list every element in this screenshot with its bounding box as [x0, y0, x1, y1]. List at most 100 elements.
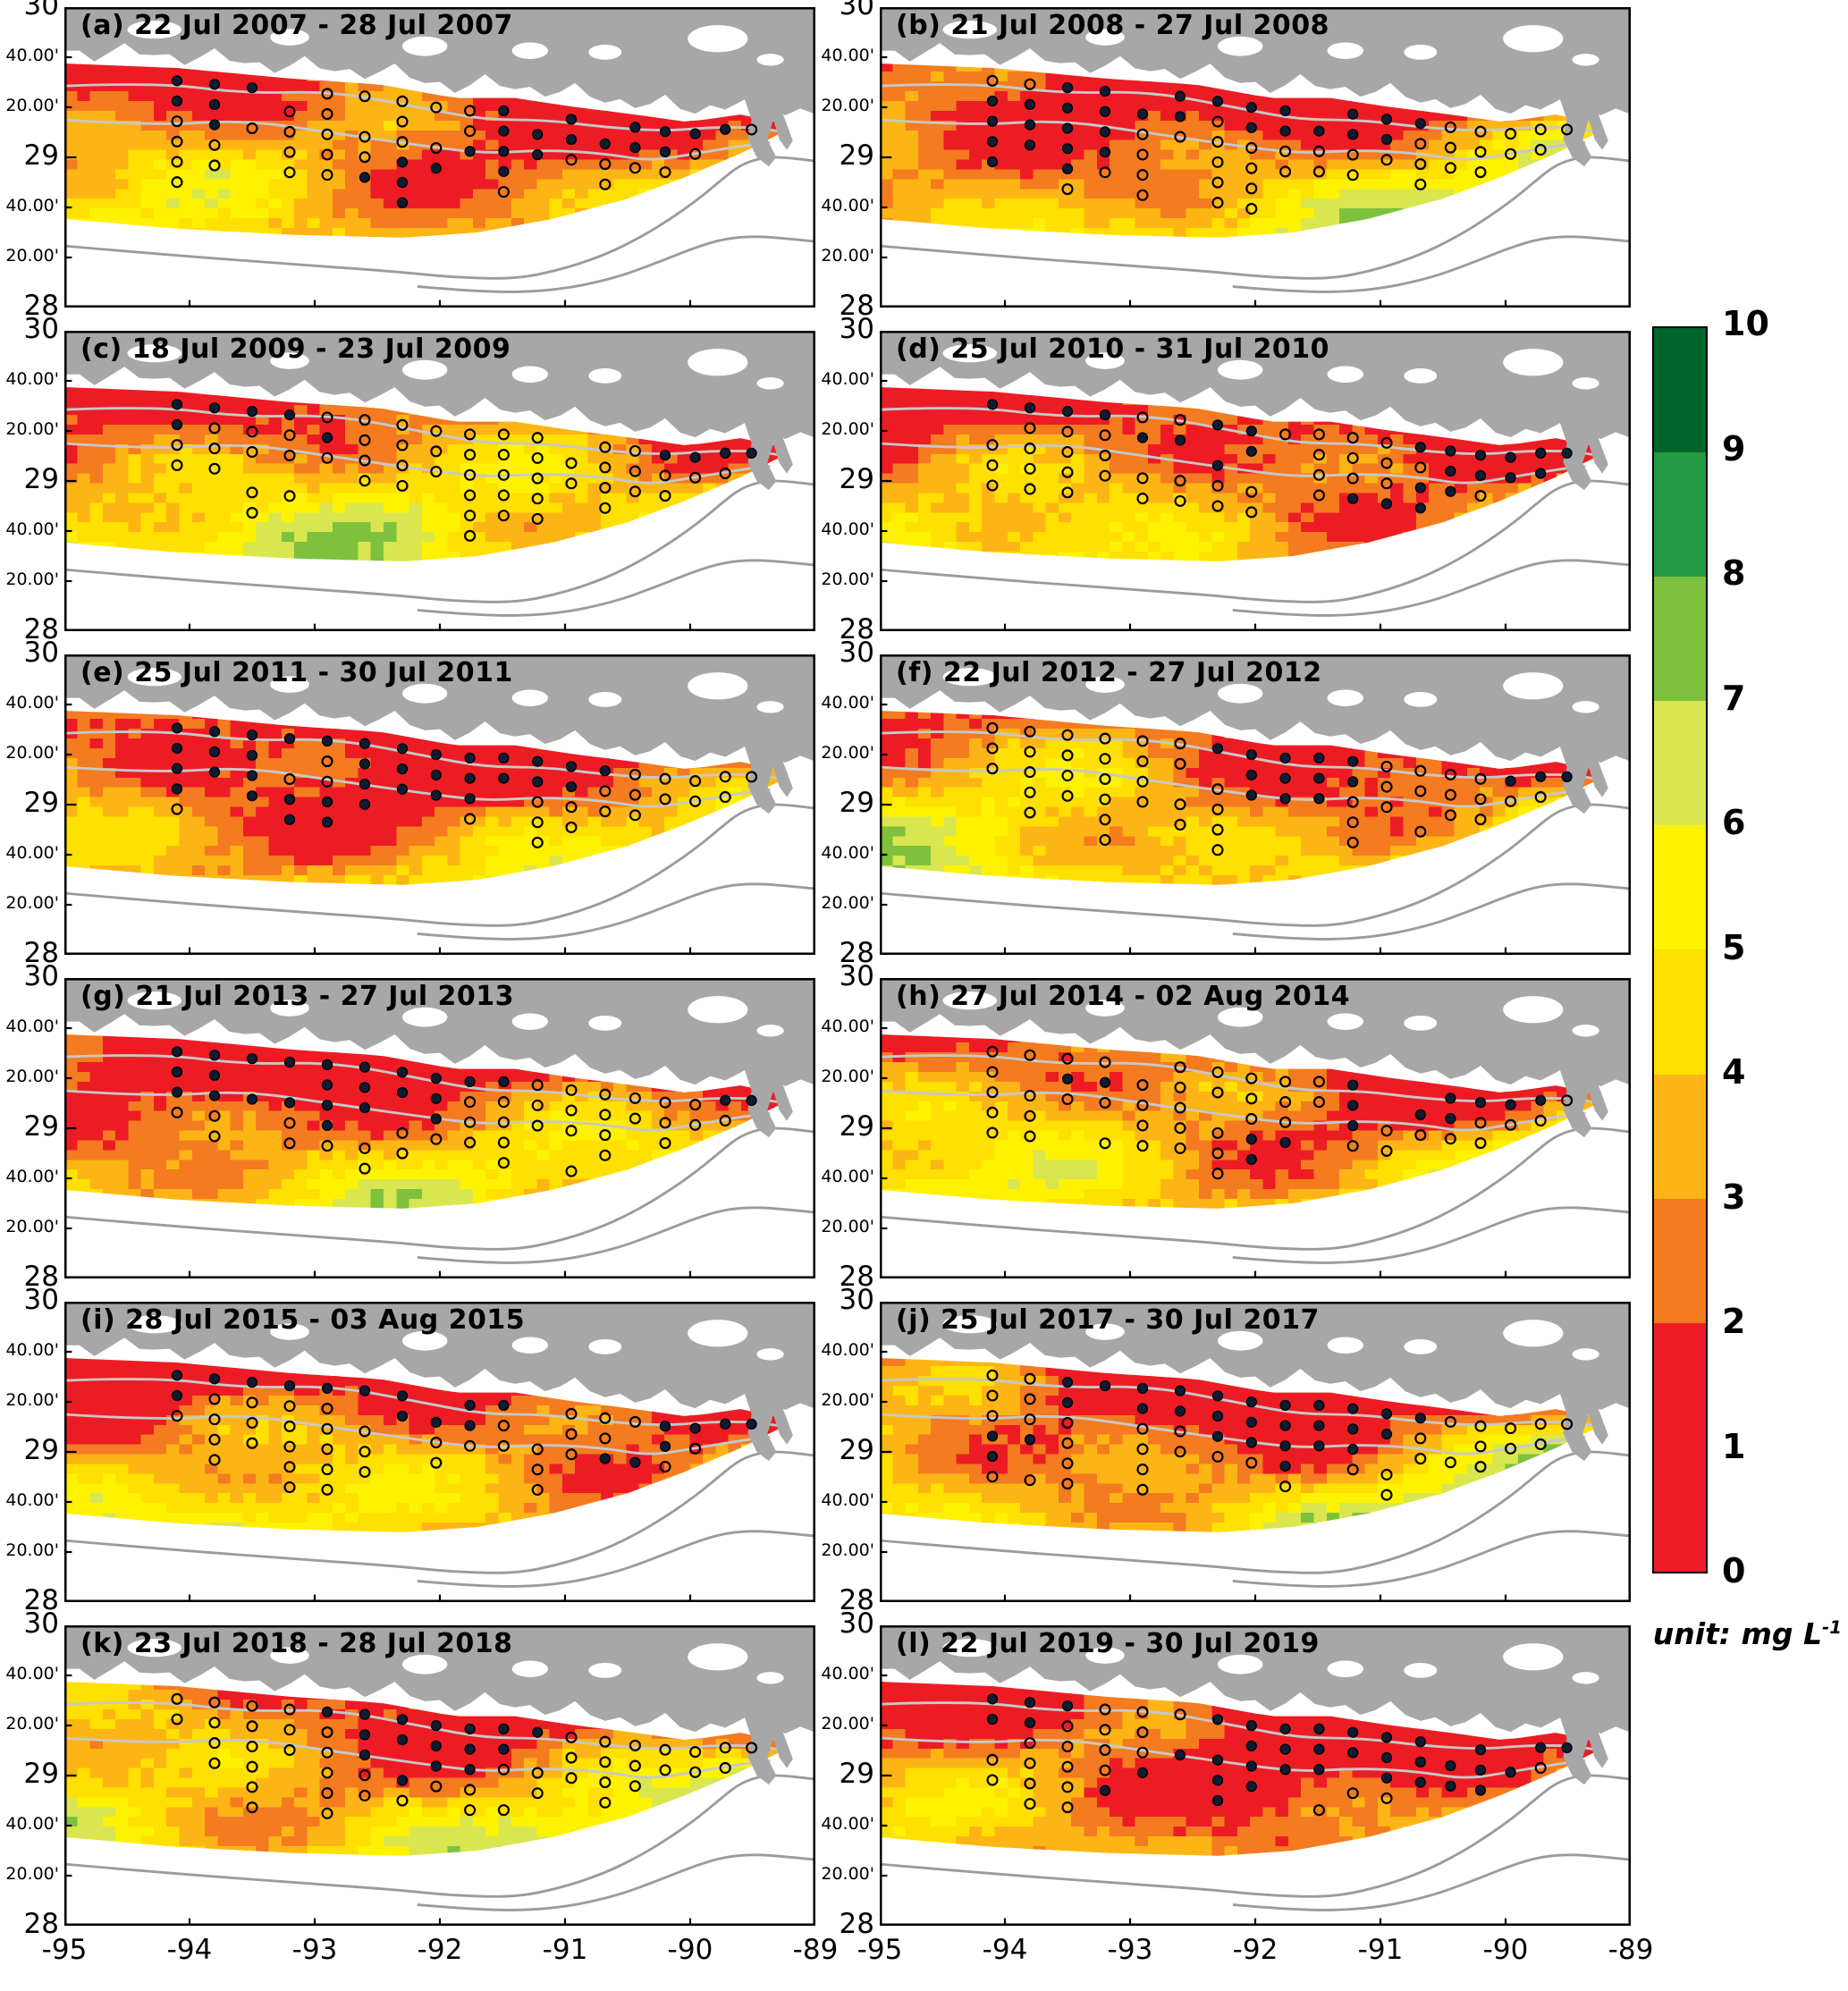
- y-axis-tick-label: 40.00': [5, 369, 59, 389]
- y-axis-tick-label: 20.00': [821, 1390, 874, 1410]
- river-delta: [744, 1704, 793, 1785]
- y-axis-tick-label: 40.00': [821, 843, 874, 863]
- y-axis-tick-label: 28: [23, 1261, 59, 1293]
- y-axis-tick-label: 40.00': [5, 1664, 59, 1683]
- colorbar-segment: [1654, 1322, 1706, 1572]
- map-panel-c: (c) 18 Jul 2009 - 23 Jul 2009: [64, 331, 815, 631]
- river-delta: [1559, 1057, 1608, 1138]
- y-axis-tick-label: 28: [839, 1261, 874, 1293]
- y-axis-tick-label: 28: [839, 937, 874, 969]
- station-markers: [171, 1370, 757, 1496]
- colorbar-tick-label: 6: [1722, 803, 1746, 842]
- y-axis-tick-label: 40.00': [5, 693, 59, 713]
- colorbar-segment: [1654, 949, 1706, 1075]
- river-delta: [744, 86, 793, 167]
- y-axis-tick-label: 28: [23, 290, 59, 322]
- y-axis-tick-label: 40.00': [821, 1664, 874, 1683]
- bathymetry-contours: [64, 83, 815, 293]
- x-axis-tick-label: -93: [291, 1934, 338, 1966]
- map-canvas-j: [880, 1302, 1631, 1602]
- map-panel-h: (h) 27 Jul 2014 - 02 Aug 2014: [880, 978, 1631, 1278]
- river-delta: [1559, 733, 1608, 814]
- river-delta: [1559, 409, 1608, 491]
- station-markers: [171, 399, 757, 542]
- map-panel-e: (e) 25 Jul 2011 - 30 Jul 2011: [64, 654, 815, 955]
- panel-border: [64, 7, 815, 308]
- y-axis-tick-label: 29: [839, 1434, 874, 1466]
- map-canvas-a: [64, 7, 815, 308]
- map-canvas-d: [880, 331, 1631, 631]
- x-axis-tick-label: -94: [982, 1934, 1028, 1966]
- panel-border: [880, 1302, 1631, 1602]
- y-axis-tick-label: 40.00': [5, 1814, 59, 1834]
- y-axis-tick-label: 20.00': [821, 1714, 874, 1734]
- panel-border: [64, 1302, 815, 1602]
- bathymetry-contours: [880, 1701, 1631, 1911]
- colorbar-tick-label: 7: [1722, 679, 1746, 718]
- x-axis-tick-label: -90: [667, 1934, 713, 1966]
- y-axis-tick-label: 28: [839, 1584, 874, 1616]
- y-axis-tick-label: 28: [23, 613, 59, 645]
- y-axis-tick-label: 30: [23, 0, 59, 21]
- map-canvas-i: [64, 1302, 815, 1602]
- y-axis-tick-label: 40.00': [5, 1167, 59, 1186]
- y-axis-tick-label: 20.00': [821, 1540, 874, 1560]
- y-axis-tick-label: 20.00': [5, 1067, 59, 1086]
- y-axis-tick-label: 20.00': [5, 1540, 59, 1560]
- panel-border: [880, 7, 1631, 308]
- y-axis-tick-label: 40.00': [5, 519, 59, 539]
- colorbar-tick-label: 1: [1722, 1427, 1746, 1466]
- map-panel-j: (j) 25 Jul 2017 - 30 Jul 2017: [880, 1302, 1631, 1602]
- y-axis-tick-label: 20.00': [821, 1067, 874, 1086]
- y-axis-tick-label: 29: [23, 1110, 59, 1143]
- y-axis-tick-label: 29: [23, 463, 59, 495]
- station-markers: [986, 74, 1574, 215]
- y-axis-tick-label: 29: [23, 787, 59, 819]
- panel-border: [64, 331, 815, 631]
- y-axis-tick-label: 30: [839, 1284, 874, 1316]
- map-panel-g: (g) 21 Jul 2013 - 27 Jul 2013: [64, 978, 815, 1278]
- panel-title-g: (g) 21 Jul 2013 - 27 Jul 2013: [80, 981, 515, 1012]
- panel-border: [64, 978, 815, 1278]
- panel-title-b: (b) 21 Jul 2008 - 27 Jul 2008: [896, 10, 1330, 41]
- x-axis-tick-label: -90: [1482, 1934, 1529, 1966]
- station-markers: [171, 722, 758, 848]
- land-shape: [64, 7, 815, 169]
- panel-title-h: (h) 27 Jul 2014 - 02 Aug 2014: [896, 981, 1351, 1012]
- colorbar-tick-label: 9: [1722, 429, 1746, 468]
- panel-title-d: (d) 25 Jul 2010 - 31 Jul 2010: [896, 333, 1330, 365]
- y-axis-tick-label: 30: [839, 960, 874, 992]
- bathymetry-contours: [64, 1701, 815, 1911]
- colorbar-tick-label: 5: [1722, 928, 1746, 967]
- y-axis-tick-label: 20.00': [5, 893, 59, 913]
- station-markers: [986, 721, 1573, 856]
- y-axis-tick-label: 40.00': [821, 519, 874, 539]
- river-delta: [744, 1380, 793, 1462]
- panel-title-k: (k) 23 Jul 2018 - 28 Jul 2018: [80, 1628, 513, 1659]
- bathymetry-contours: [64, 1378, 815, 1588]
- map-panel-b: (b) 21 Jul 2008 - 27 Jul 2008: [880, 7, 1631, 308]
- unit-superscript: -1: [1822, 1617, 1842, 1638]
- colorbar-tick-label: 8: [1722, 553, 1746, 593]
- map-canvas-c: [64, 331, 815, 631]
- x-axis-tick-label: -89: [1608, 1934, 1654, 1966]
- y-axis-tick-label: 30: [23, 960, 59, 992]
- panel-border: [64, 1625, 815, 1926]
- y-axis-tick-label: 30: [839, 637, 874, 669]
- panel-border: [880, 978, 1631, 1278]
- station-markers: [171, 1692, 758, 1819]
- x-axis-tick-label: -92: [417, 1934, 463, 1966]
- y-axis-tick-label: 29: [839, 139, 874, 172]
- map-canvas-b: [880, 7, 1631, 308]
- colorbar-tick-label: 4: [1722, 1052, 1746, 1092]
- y-axis-tick-label: 40.00': [821, 1814, 874, 1834]
- y-axis-tick-label: 20.00': [5, 743, 59, 763]
- y-axis-tick-label: 40.00': [5, 46, 59, 65]
- y-axis-tick-label: 20.00': [5, 419, 59, 439]
- y-axis-tick-label: 40.00': [5, 1340, 59, 1360]
- y-axis-tick-label: 40.00': [821, 369, 874, 389]
- panel-title-c: (c) 18 Jul 2009 - 23 Jul 2009: [80, 333, 511, 365]
- panel-title-i: (i) 28 Jul 2015 - 03 Aug 2015: [80, 1304, 526, 1336]
- colorbar-tick-label: 3: [1722, 1177, 1746, 1217]
- y-axis-tick-label: 20.00': [5, 1390, 59, 1410]
